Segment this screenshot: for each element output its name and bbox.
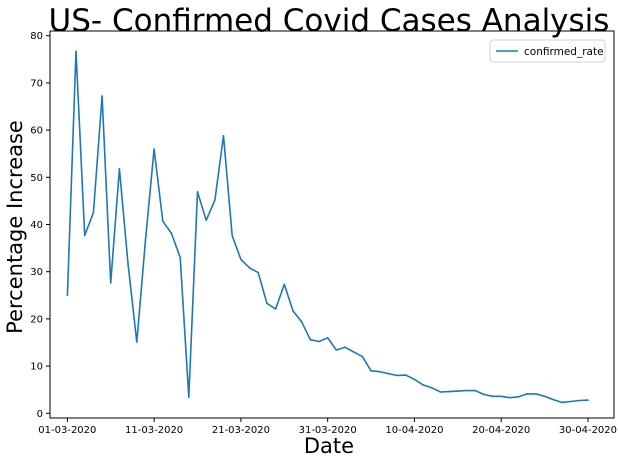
data-point [378, 370, 381, 373]
data-point [83, 234, 86, 237]
data-point [179, 256, 181, 259]
data-point [188, 396, 190, 399]
data-point [448, 390, 450, 393]
data-point [526, 393, 528, 395]
data-point [136, 341, 138, 343]
data-point [509, 396, 511, 399]
legend-box [489, 39, 606, 63]
series-layer [66, 50, 589, 404]
y-tick-label: 60 [30, 126, 43, 137]
x-tick-label: 21-03-2020 [212, 425, 270, 436]
chart-title: US- Confirmed Covid Cases Analysis [49, 3, 610, 39]
data-point [109, 282, 112, 284]
data-point [231, 235, 233, 237]
y-tick-label: 80 [30, 31, 43, 42]
data-point [248, 267, 251, 269]
data-point [144, 240, 147, 242]
y-tick-label: 20 [30, 314, 43, 325]
data-point [118, 168, 121, 170]
series-line-confirmed-rate [66, 50, 589, 404]
data-point [344, 346, 346, 349]
x-tick-label: 10-04-2020 [385, 425, 443, 436]
data-point [162, 220, 164, 222]
data-point [257, 271, 260, 274]
data-point [283, 283, 286, 286]
y-tick-label: 0 [37, 409, 43, 420]
x-tick-label: 31-03-2020 [299, 425, 357, 436]
data-point [205, 219, 207, 222]
data-point [352, 351, 355, 353]
data-point [127, 263, 129, 266]
y-tick-label: 30 [30, 267, 43, 278]
data-point [222, 135, 225, 137]
data-point [569, 400, 572, 403]
data-point [300, 320, 303, 323]
legend: confirmed_rate [489, 39, 606, 63]
y-tick-label: 70 [30, 78, 43, 89]
legend-label-confirmed-rate: confirmed_rate [524, 46, 604, 58]
data-point [92, 211, 95, 214]
data-point [240, 258, 242, 261]
data-point [266, 302, 268, 305]
data-point [439, 391, 442, 393]
data-point [396, 374, 398, 377]
data-point [196, 191, 199, 193]
data-point [101, 95, 103, 97]
data-point [214, 199, 216, 201]
data-point [335, 349, 338, 351]
data-point [309, 338, 312, 341]
data-point [552, 398, 555, 401]
data-point [465, 389, 468, 392]
data-point [153, 148, 155, 150]
data-point [543, 395, 546, 398]
data-point [422, 384, 424, 386]
plot-area-frame [49, 30, 615, 419]
x-tick-label: 11-03-2020 [125, 425, 183, 436]
data-point [413, 378, 416, 381]
data-point [587, 399, 589, 401]
data-point [491, 395, 494, 398]
data-point [370, 370, 372, 372]
x-tick-label: 01-03-2020 [38, 425, 96, 436]
data-point [517, 396, 520, 398]
data-point [500, 395, 503, 398]
data-point [274, 308, 277, 310]
y-axis-label: Percentage Increase [3, 120, 27, 334]
data-point [535, 393, 537, 395]
data-point [405, 374, 407, 376]
x-tick-label: 20-04-2020 [472, 425, 530, 436]
data-point [474, 389, 477, 392]
data-point [326, 337, 329, 339]
series-points [66, 50, 589, 404]
data-point [318, 340, 320, 343]
data-point [361, 355, 364, 358]
data-point [561, 401, 563, 404]
x-tick-label: 30-04-2020 [559, 425, 617, 436]
y-tick-label: 10 [30, 362, 43, 373]
axes-ticks: 01-03-2020 11-03-2020 21-03-2020 31-03-2020… [30, 31, 617, 436]
data-point [292, 310, 294, 312]
data-point [578, 399, 581, 402]
data-point [483, 393, 485, 396]
data-point [457, 390, 459, 392]
data-point [387, 372, 390, 375]
y-tick-label: 50 [30, 173, 43, 184]
data-point [66, 294, 69, 297]
data-point [75, 50, 77, 53]
data-point [431, 387, 433, 389]
y-tick-label: 40 [30, 220, 43, 231]
x-axis-label: Date [304, 434, 354, 458]
data-point [170, 232, 173, 235]
